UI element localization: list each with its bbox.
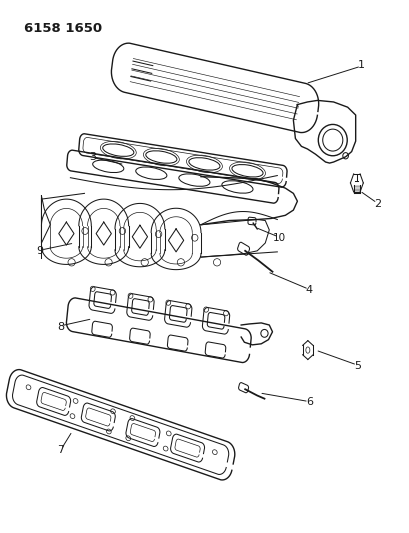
- Text: 6: 6: [305, 397, 312, 407]
- Text: 6158 1650: 6158 1650: [24, 22, 102, 35]
- Text: 9: 9: [37, 246, 44, 256]
- Text: 2: 2: [373, 199, 380, 209]
- Text: 4: 4: [305, 285, 312, 295]
- Text: 3: 3: [89, 152, 96, 162]
- Text: 1: 1: [357, 60, 364, 70]
- Text: 5: 5: [353, 361, 360, 371]
- Text: 8: 8: [57, 321, 64, 332]
- Text: 10: 10: [272, 233, 285, 243]
- Text: 7: 7: [57, 446, 64, 455]
